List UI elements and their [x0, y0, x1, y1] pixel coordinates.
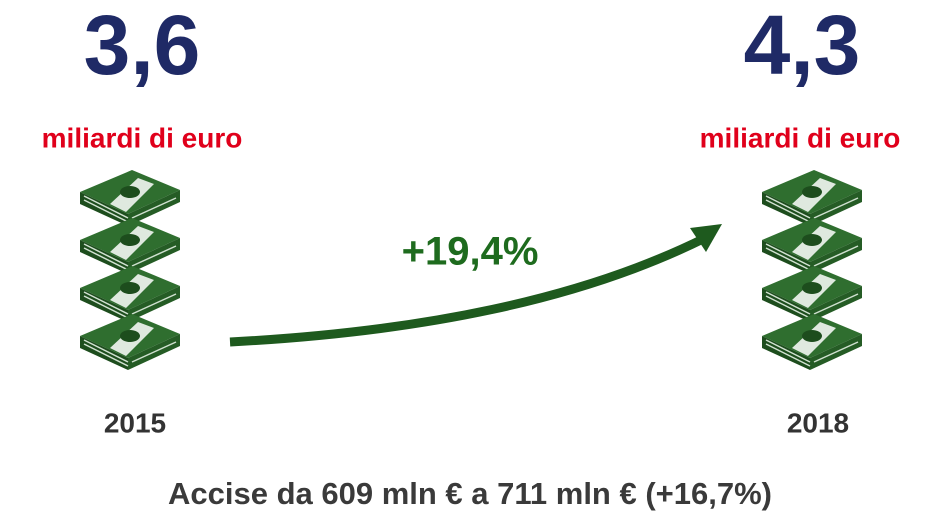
- footer-note: Accise da 609 mln € a 711 mln € (+16,7%): [168, 476, 772, 511]
- money-stack-left: [80, 170, 180, 370]
- money-stack-right: [762, 170, 862, 370]
- year-2018: 2018: [787, 407, 849, 438]
- value-2018: 4,3: [744, 0, 861, 92]
- infographic: 3,6 miliardi di euro 2015 4,3 miliardi d…: [0, 0, 935, 519]
- unit-2015: miliardi di euro: [42, 122, 243, 153]
- growth-label: +19,4%: [402, 230, 539, 274]
- value-2015: 3,6: [84, 0, 201, 92]
- unit-2018: miliardi di euro: [700, 122, 901, 153]
- year-2015: 2015: [104, 407, 166, 438]
